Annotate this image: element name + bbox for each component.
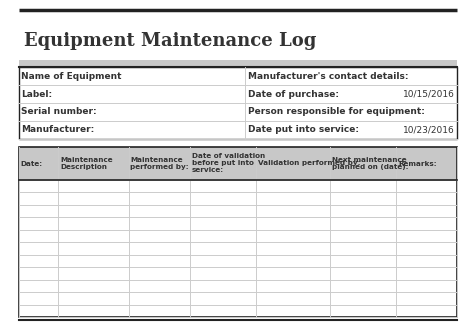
Text: Date put into service:: Date put into service: — [247, 126, 359, 134]
Text: Date of purchase:: Date of purchase: — [247, 90, 338, 98]
Text: Serial number:: Serial number: — [21, 108, 97, 116]
Text: Equipment Maintenance Log: Equipment Maintenance Log — [24, 32, 316, 50]
Text: Date:: Date: — [21, 161, 43, 166]
Text: Date of validation
before put into
service:: Date of validation before put into servi… — [192, 153, 265, 174]
Bar — [19, 147, 457, 317]
Text: Maintenance
Description: Maintenance Description — [60, 157, 113, 170]
Text: Maintenance
performed by:: Maintenance performed by: — [130, 157, 189, 170]
Text: Name of Equipment: Name of Equipment — [21, 72, 122, 80]
Text: Next maintenance
planned on (date):: Next maintenance planned on (date): — [332, 157, 409, 170]
Text: Person responsible for equipment:: Person responsible for equipment: — [247, 108, 425, 116]
Text: Validation performed by:: Validation performed by: — [257, 161, 360, 166]
Text: 10/15/2016: 10/15/2016 — [403, 90, 455, 98]
Bar — [19, 60, 457, 67]
Bar — [19, 147, 457, 180]
Text: Manufacturer:: Manufacturer: — [21, 126, 94, 134]
Bar — [19, 67, 457, 139]
Text: 10/23/2016: 10/23/2016 — [403, 126, 455, 134]
Text: Manufacturer's contact details:: Manufacturer's contact details: — [247, 72, 408, 80]
Text: Remarks:: Remarks: — [398, 161, 437, 166]
Text: Label:: Label: — [21, 90, 52, 98]
